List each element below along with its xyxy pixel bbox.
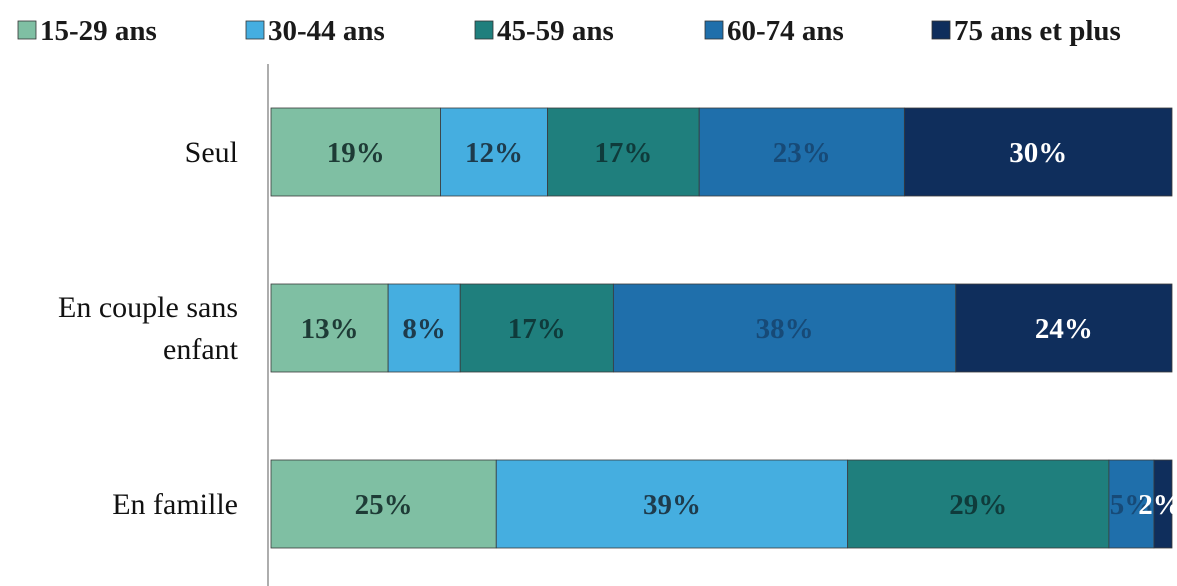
bar-en-couple-sans-enfant-60-74-ans [612,283,957,373]
value-label-en-couple-sans-enfant-45-59-ans: 17% [508,313,566,345]
value-label-en-famille-45-59-ans: 29% [949,489,1007,521]
legend-label-60-74-ans: 60-74 ans [727,15,844,47]
bar-en-famille-75-ans-et-plus [1153,459,1173,549]
value-label-en-couple-sans-enfant-15-29-ans: 13% [301,313,359,345]
legend-marker-15-29-ans [17,20,37,40]
legend-marker-75-ans-et-plus [931,20,951,40]
category-label-seul: Seul [185,136,238,169]
value-label-seul-60-74-ans: 23% [773,137,831,169]
legend-label-45-59-ans: 45-59 ans [497,15,614,47]
value-label-seul-75-ans-et-plus: 30% [1009,137,1067,169]
legend-marker-30-44-ans [245,20,265,40]
legend: 15-29 ans 30-44 ans 45-59 ans 60-74 ans 75 a… [17,15,1121,47]
value-label-en-famille-60-74-ans: 5% [1110,489,1154,521]
legend-label-75-ans-et-plus: 75 ans et plus [954,15,1121,47]
bar-en-couple-sans-enfant-75-ans-et-plus [955,283,1173,373]
value-label-en-couple-sans-enfant-30-44-ans: 8% [402,313,446,345]
category-label-en-famille: En famille [112,488,238,521]
bar-en-couple-sans-enfant-15-29-ans [270,283,389,373]
legend-label-15-29-ans: 15-29 ans [40,15,157,47]
bar-seul-15-29-ans [270,107,441,197]
value-label-seul-45-59-ans: 17% [594,137,652,169]
bar-en-famille-60-74-ans [1108,459,1155,549]
bar-en-famille-15-29-ans [270,459,497,549]
bar-seul-45-59-ans [547,107,700,197]
value-label-en-famille-30-44-ans: 39% [643,489,701,521]
value-label-seul-30-44-ans: 12% [465,137,523,169]
legend-marker-60-74-ans [704,20,724,40]
value-label-en-famille-75-ans-et-plus: 2% [1138,489,1177,521]
value-label-en-couple-sans-enfant-75-ans-et-plus: 24% [1035,313,1093,345]
legend-label-30-44-ans: 30-44 ans [268,15,385,47]
bar-seul-30-44-ans [440,107,548,197]
value-label-en-couple-sans-enfant-60-74-ans: 38% [756,313,814,345]
category-labels: Seul En couple sans enfant En famille [58,136,239,521]
bar-en-couple-sans-enfant-45-59-ans [459,283,614,373]
value-label-en-famille-15-29-ans: 25% [355,489,413,521]
legend-marker-45-59-ans [474,20,494,40]
category-label-en-couple-sans-enfant: En couple sans enfant [58,291,239,366]
bar-en-famille-30-44-ans [495,459,849,549]
value-label-seul-15-29-ans: 19% [327,137,385,169]
bar-en-famille-45-59-ans [847,459,1110,549]
bar-seul-75-ans-et-plus [903,107,1173,197]
bars: 19% 12% 17% 23% 30% 13% 8% 17% 38% 24% 25% 39% 29% 5%… [270,107,1177,549]
